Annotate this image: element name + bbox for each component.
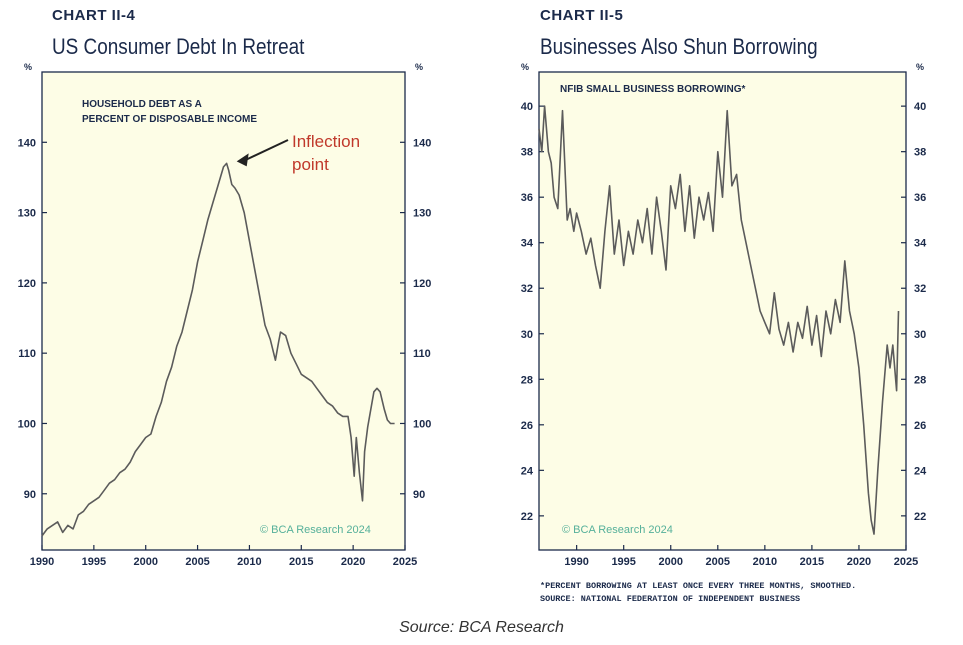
x-tick-label: 2005 <box>185 556 209 568</box>
y-tick-label-right: 130 <box>413 208 431 220</box>
y-tick-label-right: 38 <box>914 147 926 159</box>
y-tick-label-right: 26 <box>914 420 926 432</box>
chart-title: Businesses Also Shun Borrowing <box>540 34 818 59</box>
y-tick-label-right: 22 <box>914 511 926 523</box>
y-tick-label-left: 28 <box>521 374 533 386</box>
chart-label: CHART II-4 <box>52 7 136 24</box>
y-tick-label-left: 90 <box>24 489 36 501</box>
footnote-definition: *PERCENT BORROWING AT LEAST ONCE EVERY T… <box>540 581 857 591</box>
annotation-label-line1: Inflection <box>292 132 360 151</box>
x-tick-label: 1990 <box>30 556 54 568</box>
x-tick-label: 2000 <box>659 556 683 568</box>
y-tick-label-right: 90 <box>413 489 425 501</box>
chart-consumer-debt: 90 90 100 100 110 110 120 120 130 130 140 140% % 1990… <box>18 62 432 568</box>
y-tick-label-left: 130 <box>18 208 36 220</box>
y-tick-label-left: 40 <box>521 101 533 113</box>
chart-label: CHART II-5 <box>540 7 624 24</box>
y-tick-label-right: 36 <box>914 192 926 204</box>
x-tick-label: 2015 <box>289 556 313 568</box>
annotation-arrow-shaft <box>244 139 289 162</box>
x-tick-label: 2020 <box>847 556 871 568</box>
x-tick-label: 2010 <box>237 556 261 568</box>
y-tick-label-left: 22 <box>521 511 533 523</box>
x-tick-label: 2025 <box>393 556 417 568</box>
y-tick-label-right: 34 <box>914 238 927 250</box>
y-tick-label-right: 120 <box>413 278 431 290</box>
x-tick-label: 2020 <box>341 556 365 568</box>
x-tick-label: 2005 <box>706 556 730 568</box>
x-tick-label: 2025 <box>894 556 918 568</box>
y-tick-label-left: 38 <box>521 147 533 159</box>
chart-title: US Consumer Debt In Retreat <box>52 34 305 59</box>
annotation-arrow-head <box>236 153 249 167</box>
chart-business-borrowing: 22 22 24 24 26 26 28 28 30 30 32 32 34 34 36 36 38 38 40 40… <box>521 62 927 568</box>
y-tick-label-left: 110 <box>18 348 36 360</box>
y-tick-label-left: 120 <box>18 278 36 290</box>
y-tick-label-left: 140 <box>18 137 36 149</box>
copyright-text: © BCA Research 2024 <box>260 524 371 536</box>
series-line <box>538 105 900 535</box>
y-tick-label-left: 32 <box>521 283 533 295</box>
source-caption: Source: BCA Research <box>399 619 564 636</box>
series-line <box>41 162 395 537</box>
annotation-label-line2: point <box>292 155 329 174</box>
unit-right: % <box>415 62 423 72</box>
unit-right: % <box>916 62 924 72</box>
y-tick-label-right: 40 <box>914 101 926 113</box>
x-tick-label: 1995 <box>611 556 635 568</box>
y-tick-label-right: 30 <box>914 329 926 341</box>
chart-panel-business-borrowing: CHART II-5 Businesses Also Shun Borrowin… <box>480 0 963 610</box>
plot-area <box>41 71 406 551</box>
x-tick-label: 2000 <box>133 556 157 568</box>
inner-title-line1: HOUSEHOLD DEBT AS A <box>82 99 202 110</box>
y-tick-label-left: 100 <box>18 418 36 430</box>
unit-left: % <box>24 62 32 72</box>
y-tick-label-right: 28 <box>914 374 926 386</box>
y-tick-label-right: 32 <box>914 283 926 295</box>
unit-left: % <box>521 62 529 72</box>
x-tick-label: 2010 <box>753 556 777 568</box>
y-tick-label-right: 140 <box>413 137 431 149</box>
y-tick-label-left: 34 <box>521 238 534 250</box>
chart-panel-consumer-debt: CHART II-4 US Consumer Debt In Retreat 9… <box>0 0 480 610</box>
y-tick-label-left: 26 <box>521 420 533 432</box>
y-tick-label-left: 36 <box>521 192 533 204</box>
y-tick-label-right: 100 <box>413 418 431 430</box>
footnote-source: SOURCE: NATIONAL FEDERATION OF INDEPENDE… <box>540 594 801 604</box>
y-tick-label-left: 30 <box>521 329 533 341</box>
y-tick-label-right: 110 <box>413 348 431 360</box>
x-tick-label: 1995 <box>82 556 106 568</box>
x-tick-label: 2015 <box>800 556 824 568</box>
inner-title: NFIB SMALL BUSINESS BORROWING* <box>560 84 745 95</box>
plot-area <box>538 71 907 551</box>
copyright-text: © BCA Research 2024 <box>562 524 673 536</box>
inner-title-line2: PERCENT OF DISPOSABLE INCOME <box>82 114 257 125</box>
y-tick-label-left: 24 <box>521 465 534 477</box>
y-tick-label-right: 24 <box>914 465 927 477</box>
x-tick-label: 1990 <box>564 556 588 568</box>
